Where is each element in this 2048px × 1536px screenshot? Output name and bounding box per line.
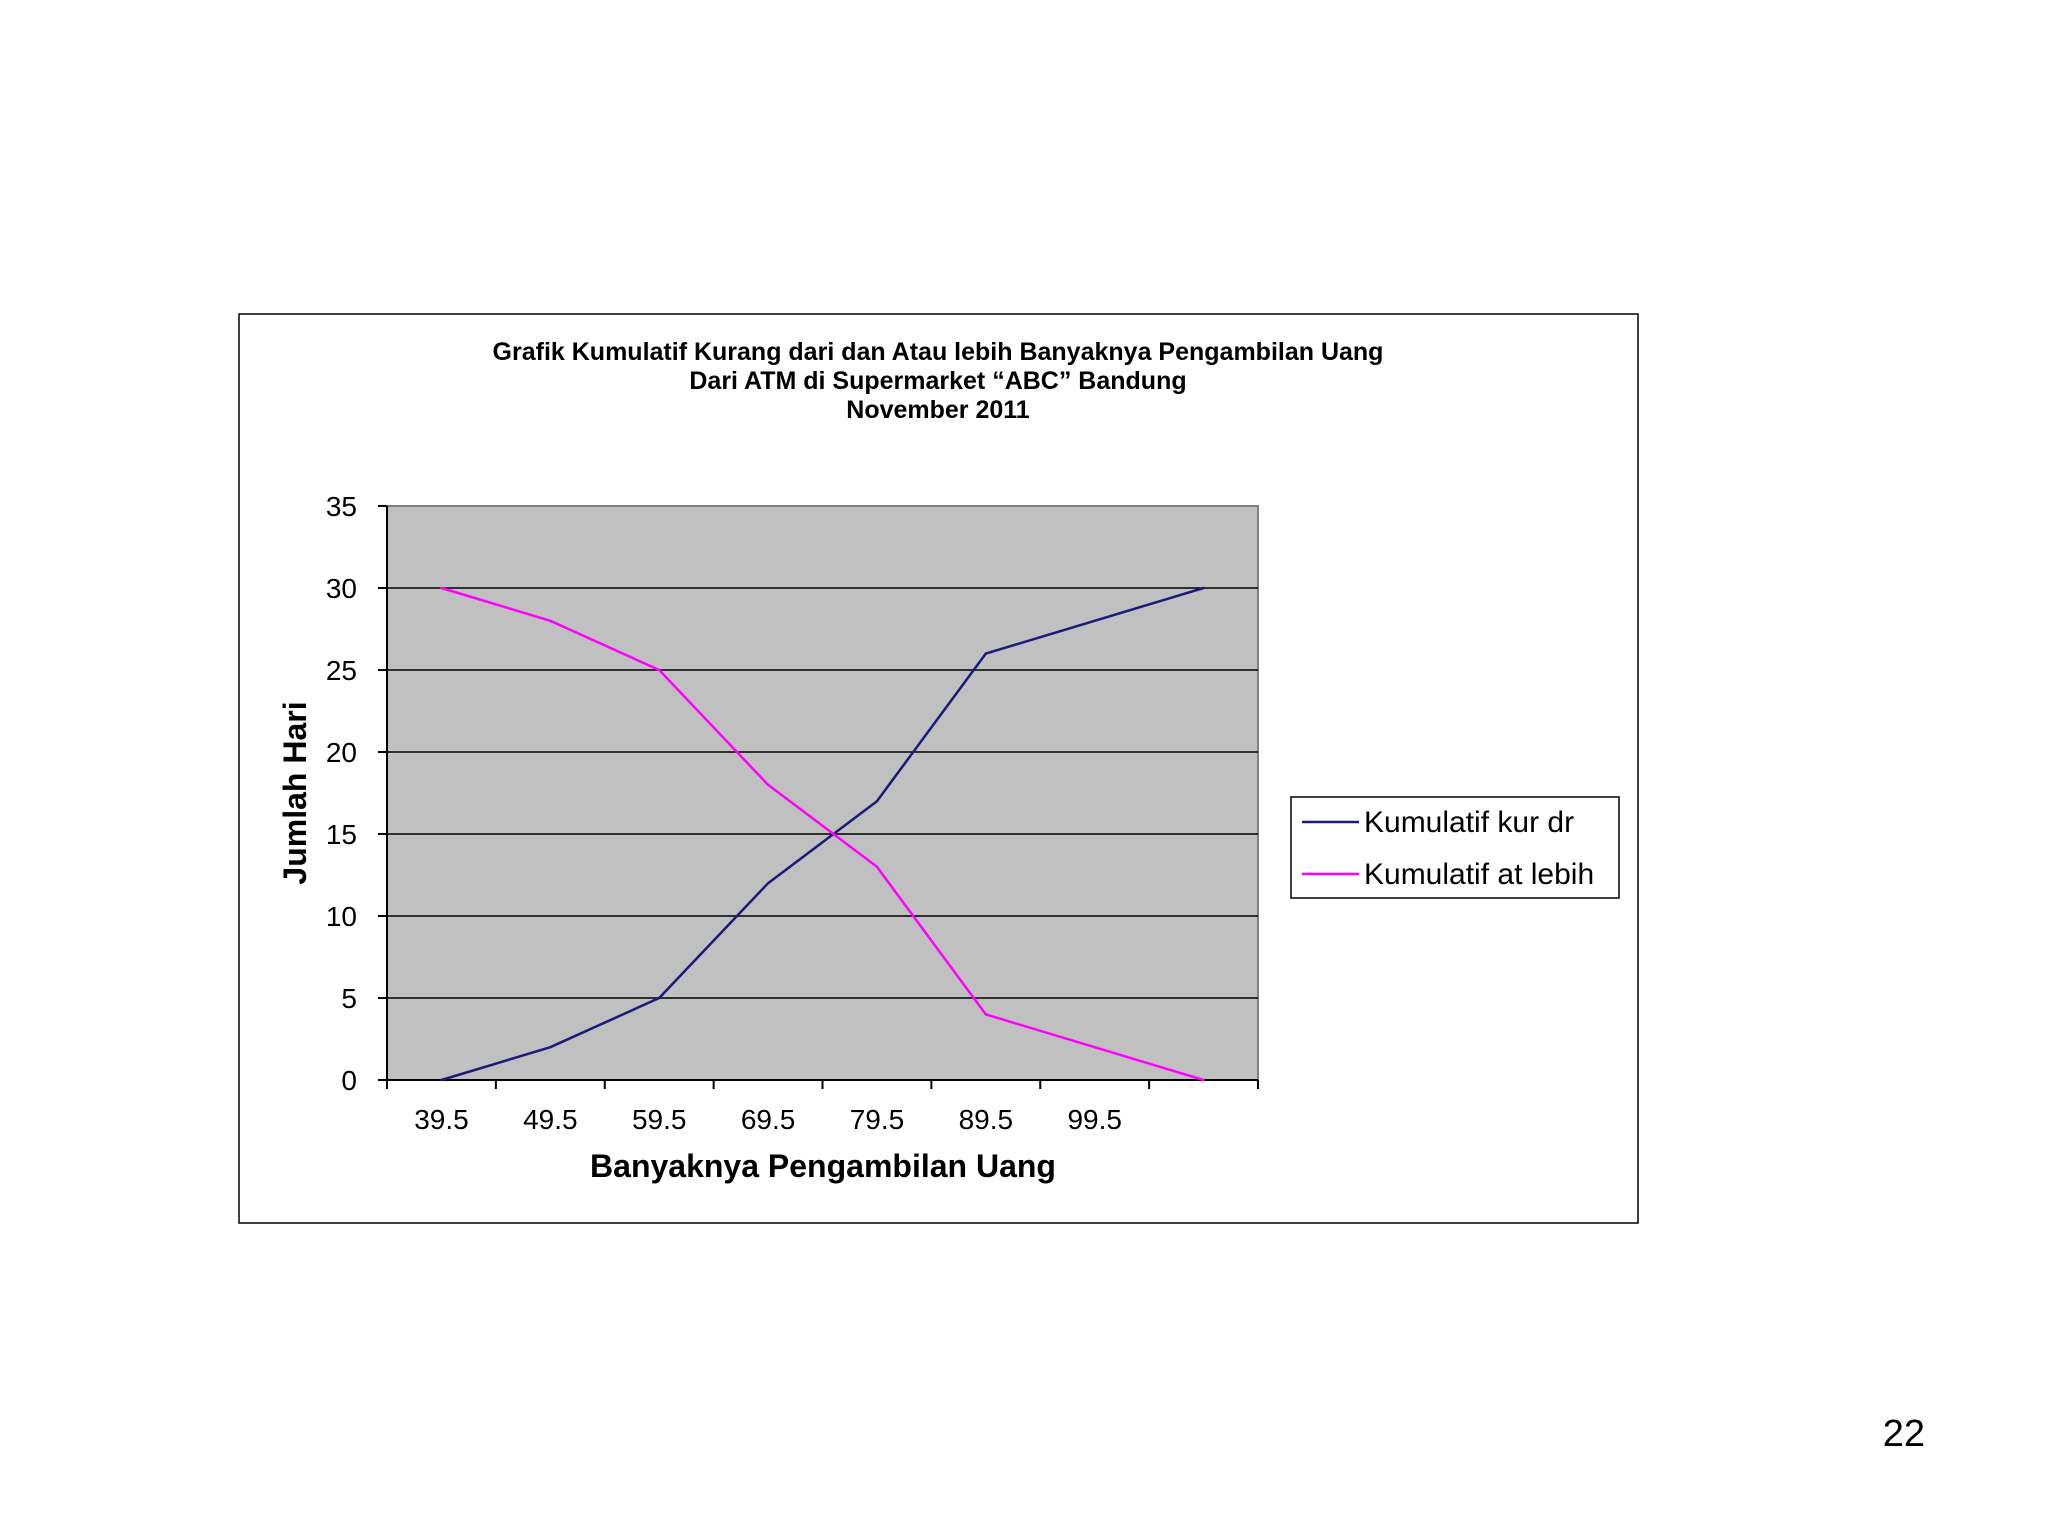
- y-tick-label: 15: [326, 819, 357, 850]
- data-point-kumulatif-kur-dr: [875, 800, 879, 803]
- data-point-kumulatif-kur-dr: [766, 882, 770, 885]
- y-tick-label: 0: [341, 1065, 357, 1096]
- series-line-kumulatif-kur-dr: [441, 586, 1204, 1082]
- data-point-kumulatif-kur-dr: [1093, 619, 1096, 622]
- data-point-kumulatif-kur-dr: [440, 1078, 443, 1082]
- axes: 0 5 10 15 20 25 30 35 39.5 49.5 59.5 69.5 79.5 89.5 99…: [326, 491, 1259, 1135]
- legend-box: [1290, 796, 1620, 899]
- data-point-kumulatif-at-lebih: [1093, 1046, 1096, 1049]
- y-tick-label: 20: [326, 737, 357, 768]
- x-tick-label: 59.5: [632, 1104, 687, 1135]
- x-tick-label: 69.5: [741, 1104, 796, 1135]
- chart-title-line: Dari ATM di Supermarket “ABC” Bandung: [689, 367, 1186, 395]
- x-tick-label: 79.5: [850, 1104, 905, 1135]
- x-axis-title: Banyaknya Pengambilan Uang: [590, 1148, 1056, 1184]
- chart-title: Grafik Kumulatif Kurang dari dan Atau le…: [493, 338, 1384, 424]
- y-tick-label: 35: [326, 491, 357, 522]
- data-point-kumulatif-at-lebih: [549, 619, 552, 622]
- data-point-kumulatif-at-lebih: [984, 1013, 988, 1016]
- data-point-kumulatif-kur-dr: [549, 1046, 552, 1049]
- x-tick-label: 99.5: [1067, 1104, 1122, 1135]
- chart-title-line: November 2011: [846, 396, 1030, 424]
- y-tick-label: 25: [326, 655, 357, 686]
- data-point-kumulatif-at-lebih: [766, 783, 770, 786]
- series-line-kumulatif-at-lebih: [441, 586, 1204, 1082]
- x-tick-label: 49.5: [523, 1104, 578, 1135]
- series-layer: [440, 586, 1205, 1082]
- data-point-kumulatif-kur-dr: [1202, 586, 1205, 590]
- data-point-kumulatif-at-lebih: [657, 668, 661, 672]
- data-point-kumulatif-kur-dr: [984, 652, 988, 655]
- gridlines: [387, 587, 1258, 999]
- plot-area: [386, 505, 1259, 1081]
- data-point-kumulatif-at-lebih: [1202, 1078, 1205, 1082]
- chart-title-line: Grafik Kumulatif Kurang dari dan Atau le…: [493, 338, 1384, 366]
- legend-label-kumulatif-at-lebih: Kumulatif at lebih: [1364, 858, 1594, 891]
- legend-label-kumulatif-kur-dr: Kumulatif kur dr: [1364, 806, 1574, 839]
- y-tick-label: 30: [326, 573, 357, 604]
- x-tick-label: 89.5: [959, 1104, 1014, 1135]
- legend: Kumulatif kur dr Kumulatif at lebih: [1290, 796, 1620, 899]
- y-axis-title: Jumlah Hari: [277, 701, 313, 884]
- page-number: 22: [1882, 1413, 1925, 1455]
- data-point-kumulatif-at-lebih: [440, 586, 443, 590]
- data-point-kumulatif-at-lebih: [875, 865, 879, 868]
- y-tick-label: 10: [326, 901, 357, 932]
- data-point-kumulatif-kur-dr: [657, 996, 661, 1000]
- x-tick-label: 39.5: [414, 1104, 469, 1135]
- y-tick-label: 5: [341, 983, 357, 1014]
